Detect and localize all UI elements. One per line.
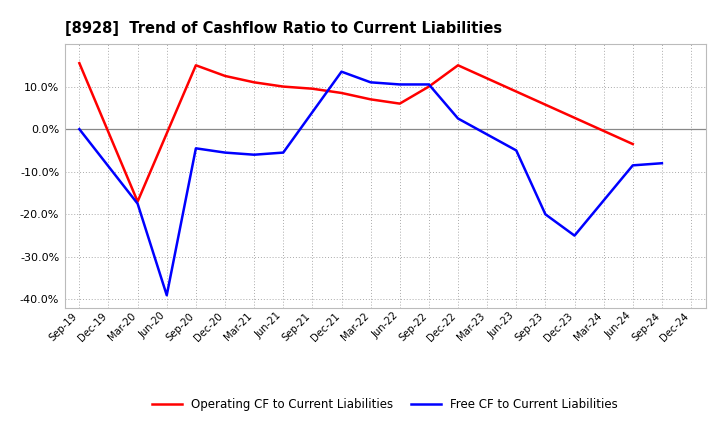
Free CF to Current Liabilities: [337, 69, 346, 74]
Free CF to Current Liabilities: [192, 146, 200, 151]
Operating CF to Current Liabilities: [454, 62, 462, 68]
Free CF to Current Liabilities: [541, 212, 550, 217]
Free CF to Current Liabilities: [163, 293, 171, 298]
Free CF to Current Liabilities: [279, 150, 287, 155]
Free CF to Current Liabilities: [570, 233, 579, 238]
Free CF to Current Liabilities: [250, 152, 258, 158]
Operating CF to Current Liabilities: [192, 62, 200, 68]
Operating CF to Current Liabilities: [337, 90, 346, 95]
Free CF to Current Liabilities: [395, 82, 404, 87]
Operating CF to Current Liabilities: [220, 73, 229, 79]
Free CF to Current Liabilities: [425, 82, 433, 87]
Operating CF to Current Liabilities: [75, 61, 84, 66]
Operating CF to Current Liabilities: [629, 141, 637, 147]
Free CF to Current Liabilities: [629, 163, 637, 168]
Free CF to Current Liabilities: [454, 116, 462, 121]
Line: Free CF to Current Liabilities: Free CF to Current Liabilities: [79, 72, 662, 295]
Free CF to Current Liabilities: [366, 80, 375, 85]
Operating CF to Current Liabilities: [133, 199, 142, 204]
Free CF to Current Liabilities: [657, 161, 666, 166]
Operating CF to Current Liabilities: [308, 86, 317, 92]
Operating CF to Current Liabilities: [395, 101, 404, 106]
Line: Operating CF to Current Liabilities: Operating CF to Current Liabilities: [79, 63, 633, 202]
Free CF to Current Liabilities: [75, 127, 84, 132]
Operating CF to Current Liabilities: [425, 84, 433, 89]
Text: [8928]  Trend of Cashflow Ratio to Current Liabilities: [8928] Trend of Cashflow Ratio to Curren…: [65, 21, 502, 36]
Free CF to Current Liabilities: [220, 150, 229, 155]
Operating CF to Current Liabilities: [250, 80, 258, 85]
Operating CF to Current Liabilities: [279, 84, 287, 89]
Free CF to Current Liabilities: [512, 148, 521, 153]
Legend: Operating CF to Current Liabilities, Free CF to Current Liabilities: Operating CF to Current Liabilities, Fre…: [148, 393, 623, 415]
Free CF to Current Liabilities: [133, 201, 142, 206]
Operating CF to Current Liabilities: [366, 97, 375, 102]
